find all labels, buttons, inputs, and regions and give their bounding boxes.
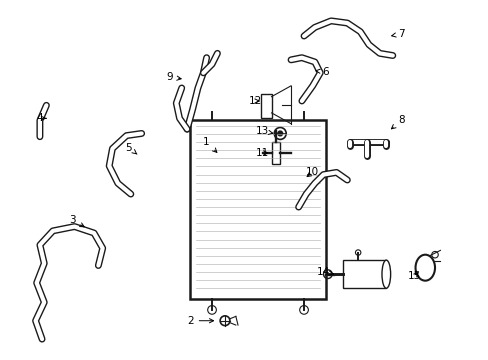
FancyBboxPatch shape — [271, 142, 280, 164]
Text: 2: 2 — [187, 316, 213, 326]
Text: 9: 9 — [166, 72, 181, 82]
Text: 5: 5 — [125, 143, 137, 154]
Text: 4: 4 — [37, 113, 46, 123]
Circle shape — [277, 131, 282, 136]
Ellipse shape — [381, 260, 390, 288]
Text: 11: 11 — [256, 148, 269, 158]
Text: 8: 8 — [390, 116, 404, 129]
FancyBboxPatch shape — [190, 121, 325, 299]
Ellipse shape — [415, 255, 434, 281]
Text: 3: 3 — [69, 215, 84, 227]
Text: 15: 15 — [407, 271, 420, 282]
FancyBboxPatch shape — [260, 94, 271, 118]
Text: 14: 14 — [316, 267, 333, 277]
FancyBboxPatch shape — [342, 260, 386, 288]
Text: 13: 13 — [256, 126, 272, 136]
Text: 7: 7 — [391, 29, 404, 39]
Text: 10: 10 — [305, 167, 319, 177]
Text: 1: 1 — [203, 137, 216, 152]
Text: 12: 12 — [248, 96, 262, 106]
Text: 6: 6 — [315, 67, 328, 77]
